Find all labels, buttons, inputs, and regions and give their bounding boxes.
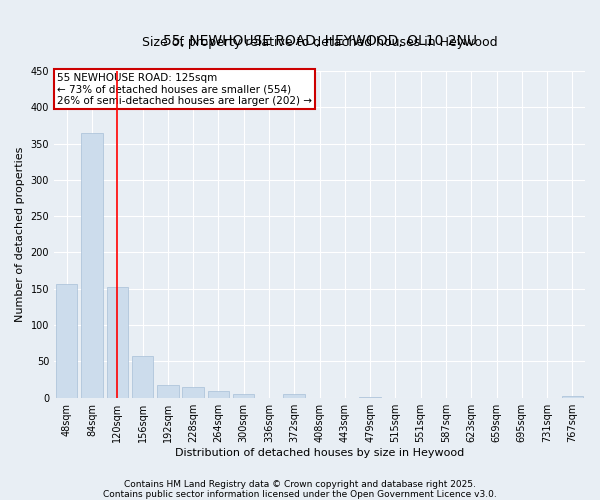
Bar [359,397,381,398]
Bar [132,356,153,398]
Bar [233,394,254,398]
Text: Contains HM Land Registry data © Crown copyright and database right 2025.: Contains HM Land Registry data © Crown c… [124,480,476,489]
X-axis label: Distribution of detached houses by size in Heywood: Distribution of detached houses by size … [175,448,464,458]
Bar [107,288,128,398]
Title: Size of property relative to detached houses in Heywood: Size of property relative to detached ho… [142,36,497,49]
Y-axis label: Number of detached properties: Number of detached properties [15,146,25,322]
Bar [81,132,103,398]
Text: 55 NEWHOUSE ROAD: 125sqm
← 73% of detached houses are smaller (554)
26% of semi-: 55 NEWHOUSE ROAD: 125sqm ← 73% of detach… [56,72,311,106]
Bar [562,396,583,398]
Bar [56,284,77,398]
Bar [283,394,305,398]
Bar [157,384,179,398]
Bar [208,391,229,398]
Bar [182,387,204,398]
Text: Contains public sector information licensed under the Open Government Licence v3: Contains public sector information licen… [103,490,497,499]
Text: 55, NEWHOUSE ROAD, HEYWOOD, OL10 2NU: 55, NEWHOUSE ROAD, HEYWOOD, OL10 2NU [163,34,476,48]
